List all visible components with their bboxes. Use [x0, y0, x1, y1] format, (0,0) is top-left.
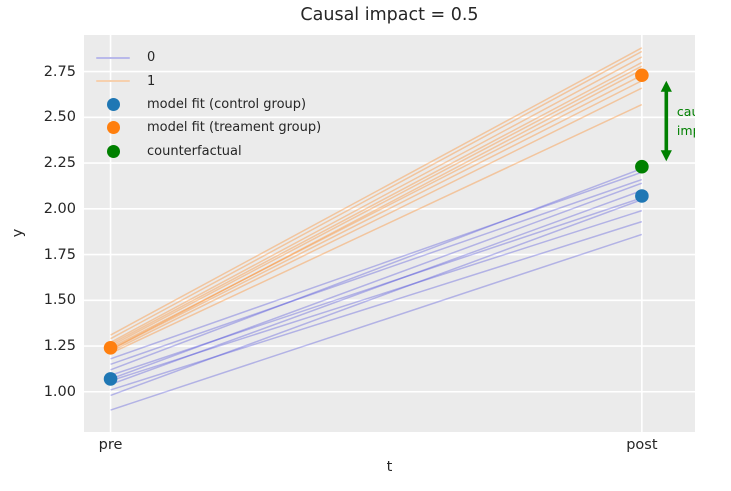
legend-item-control-fit: model fit (control group) [96, 93, 321, 116]
point-treatment-post [635, 68, 649, 83]
dot-swatch-treatment-icon [96, 121, 130, 135]
posterior-line-0 [110, 171, 643, 360]
x-tick-label: pre [98, 437, 123, 453]
posterior-line-0 [110, 178, 643, 366]
chart-title: Causal impact = 0.5 [300, 5, 479, 25]
legend-item-counterfactual: counterfactual [96, 140, 321, 163]
posterior-line-1 [110, 80, 643, 351]
posterior-line-0 [110, 189, 643, 386]
legend-label: 0 [147, 50, 156, 66]
y-tick-label: 1.50 [43, 292, 76, 309]
posterior-line-0 [110, 167, 643, 371]
arrow-head-down-icon [660, 150, 672, 162]
arrow-head-up-icon [660, 80, 672, 92]
posterior-line-0 [110, 220, 643, 391]
posterior-line-0 [110, 197, 643, 376]
y-tick-label: 2.50 [43, 109, 76, 126]
dot-swatch-counterfactual-icon [96, 144, 130, 158]
posterior-line-1 [110, 56, 643, 344]
point-control-post [635, 189, 649, 203]
legend-label: 1 [147, 73, 156, 89]
legend: 0 1 model fit (control group) model fit … [96, 46, 321, 163]
legend-item-0: 0 [96, 46, 321, 69]
causal-impact-annotation: causalimpact [677, 104, 695, 138]
point-counterfactual-post [635, 159, 649, 174]
point-control-pre [103, 372, 118, 386]
y-axis-label: y [10, 228, 26, 238]
posterior-line-0 [110, 198, 643, 397]
posterior-line-1 [110, 87, 643, 353]
posterior-line-0 [110, 182, 643, 380]
posterior-line-1 [110, 47, 643, 336]
posterior-line-0 [110, 209, 643, 382]
plot-area: causalimpact [84, 35, 695, 432]
y-tick-label: 1.75 [43, 246, 76, 263]
x-tick-label: post [626, 437, 658, 453]
posterior-line-1 [110, 74, 643, 349]
x-axis-ticks: pre post [0, 437, 731, 457]
legend-label: counterfactual [147, 143, 242, 159]
legend-item-treatment-fit: model fit (treament group) [96, 116, 321, 139]
posterior-line-1 [110, 50, 643, 340]
posterior-line-0 [110, 233, 643, 411]
y-tick-label: 2.00 [43, 200, 76, 217]
y-tick-label: 2.25 [43, 155, 76, 172]
legend-label: model fit (control group) [147, 96, 307, 112]
x-axis-label: t [386, 459, 393, 475]
dot-swatch-control-icon [96, 97, 130, 111]
y-tick-label: 2.75 [43, 63, 76, 80]
posterior-line-1 [110, 61, 643, 345]
line-swatch-series-1-icon [96, 79, 130, 83]
point-treatment-pre [103, 341, 118, 355]
posterior-line-1 [110, 103, 643, 355]
y-tick-label: 1.00 [43, 383, 76, 400]
legend-item-1: 1 [96, 69, 321, 92]
y-tick-label: 1.25 [43, 338, 76, 354]
posterior-line-1 [110, 69, 643, 351]
y-axis-ticks: 1.00 1.25 1.50 1.75 2.00 2.25 2.50 2.75 [0, 35, 76, 432]
posterior-line-1 [110, 65, 643, 347]
legend-label: model fit (treament group) [147, 120, 322, 136]
line-swatch-series-0-icon [96, 56, 130, 59]
